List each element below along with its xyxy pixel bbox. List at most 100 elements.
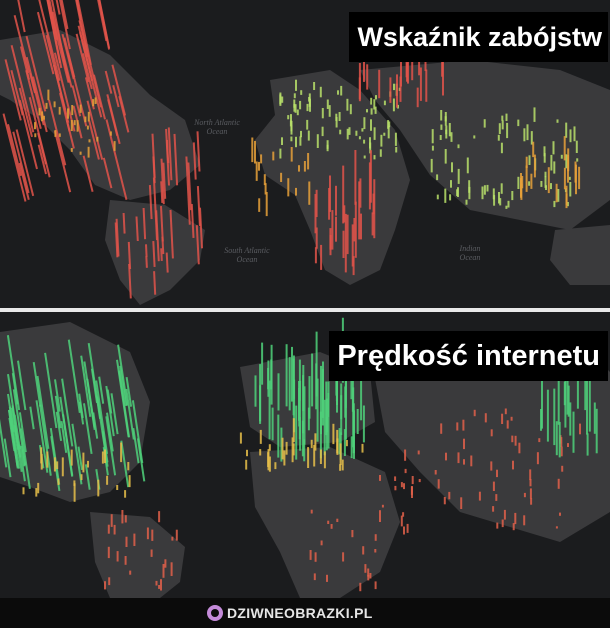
map-bar [102, 157, 113, 189]
map-bar [104, 70, 113, 94]
map-bar [3, 438, 12, 478]
map-bar [7, 373, 16, 416]
map-bar [54, 379, 61, 412]
map-bar [112, 85, 120, 108]
map-bar [187, 162, 192, 211]
map-bar [76, 0, 92, 66]
map-bar [10, 407, 20, 451]
map-bar [11, 372, 19, 405]
map-bar [29, 72, 36, 94]
map-bar [8, 417, 16, 452]
map-bar [17, 360, 27, 411]
indian-ocean-label: Indian Ocean [459, 244, 481, 262]
map-bar [169, 209, 174, 259]
map-bar [18, 162, 30, 200]
map-bar [160, 158, 165, 205]
map-bar [173, 133, 179, 186]
map-bar [67, 339, 81, 414]
south-atlantic-label: South Atlantic Ocean [224, 246, 270, 264]
map-bar [75, 33, 90, 83]
map-bar [84, 464, 91, 490]
map-bar [153, 271, 157, 295]
asia-land [370, 342, 610, 542]
north-america-land [0, 322, 150, 502]
map-bar [199, 207, 203, 249]
map-bar [190, 203, 195, 238]
map-bar [165, 128, 170, 186]
map-bar [88, 120, 100, 160]
map-bar [196, 186, 201, 226]
map-bar [135, 216, 139, 242]
map-bar [17, 0, 26, 33]
map-bar [46, 0, 61, 64]
map-bar [111, 64, 127, 116]
map-bar [38, 0, 61, 82]
map-bar [167, 127, 173, 181]
brand-watermark: DZIWNEOBRAZKI.PL [207, 604, 373, 622]
map-bar [160, 206, 164, 242]
watermark-footer: DZIWNEOBRAZKI.PL [0, 598, 610, 628]
map-bar [122, 212, 126, 234]
brand-name: DZIWNEOBRAZKI.PL [227, 605, 373, 621]
map-bar [160, 248, 163, 261]
australia-land [550, 225, 610, 285]
map-bar [0, 418, 8, 468]
map-bar [18, 99, 38, 170]
map-bar [116, 359, 130, 438]
internet-speed-bars [0, 317, 598, 592]
homicide-bars [2, 0, 581, 299]
map-bar [195, 225, 200, 265]
map-bar [82, 155, 94, 192]
map-bar [80, 355, 92, 417]
map-bar [71, 423, 83, 485]
map-bar [60, 420, 68, 453]
map-bar [148, 185, 153, 220]
map-bar [15, 129, 35, 197]
map-bar [51, 0, 66, 65]
map-bar [59, 396, 74, 477]
panel-divider [0, 308, 610, 312]
map-bar [54, 395, 62, 429]
map-bar [185, 156, 191, 225]
map-bar [18, 412, 27, 453]
north-atlantic-label: North Atlantic Ocean [194, 118, 240, 136]
map-bar [132, 427, 140, 464]
map-bar [59, 0, 71, 50]
map-bar [4, 59, 22, 121]
africa-land [250, 447, 400, 598]
homicide-rate-map: North Atlantic Ocean South Atlantic Ocea… [0, 0, 610, 308]
map-bar [152, 156, 156, 184]
map-bar [20, 445, 26, 467]
map-bar [87, 342, 102, 419]
internet-speed-map: Prędkość internetu [0, 312, 610, 598]
map-bar [39, 404, 52, 476]
map-bar [36, 11, 55, 75]
map-bar [37, 144, 47, 175]
map-bar [152, 241, 156, 267]
map-bar [32, 361, 42, 407]
map-bar [125, 388, 135, 440]
asia-land [360, 60, 610, 230]
map-bar [19, 46, 31, 80]
map-bar [77, 446, 83, 471]
speech-bubble-icon [207, 605, 223, 621]
map-bar [83, 403, 93, 455]
map-bar [81, 53, 93, 90]
map-bar [7, 124, 22, 177]
homicide-map-graphic [0, 0, 610, 305]
map-bar [110, 393, 119, 435]
map-bar [53, 130, 72, 193]
map-bar [18, 87, 33, 138]
map-bar [125, 376, 133, 407]
map-bar [106, 94, 121, 145]
map-bar [44, 352, 58, 429]
map-bar [119, 365, 128, 407]
map-bar [136, 438, 146, 482]
map-bar [2, 113, 27, 202]
map-bar [162, 162, 167, 199]
internet-map-graphic [0, 317, 610, 598]
map-bar [106, 412, 114, 452]
map-bar [13, 15, 30, 74]
internet-speed-title: Prędkość internetu [329, 331, 608, 381]
map-bar [29, 406, 35, 430]
